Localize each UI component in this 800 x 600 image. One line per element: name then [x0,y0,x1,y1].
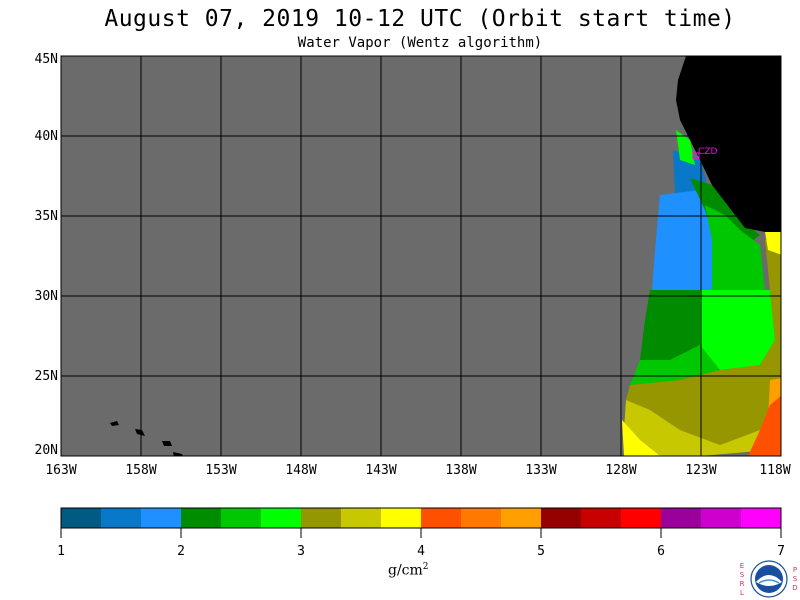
colorbar-swatch [101,508,142,528]
land-mass [676,56,781,232]
swath-band-olive-east [760,240,781,380]
lat-label-45n: 45N [34,52,58,67]
colorbar-swatch [541,508,582,528]
island-oahu [135,429,145,436]
colorbar-swatch [381,508,422,528]
swath-band-green-south [630,345,720,385]
island-hawaii [173,452,183,456]
colorbar-tick-1: 1 [57,544,65,559]
lon-label-143w: 143W [365,463,397,478]
swath-band-yellow-dark [624,400,770,456]
station-label: CZD [698,147,718,157]
colorbar-swatch [461,508,502,528]
lon-label-163w: 163W [45,463,77,478]
logo-letter-r: R [739,580,745,588]
colorbar-swatch [501,508,542,528]
colorbar-tick-5: 5 [537,544,545,559]
swath-band-yellow-east [765,232,781,255]
colorbar-swatch [181,508,222,528]
station-marker-icon [692,152,700,160]
lon-label-148w: 148W [285,463,317,478]
colorbar-swatch [621,508,662,528]
colorbar-tick-4: 4 [417,544,425,559]
colorbar-swatch [341,508,382,528]
lat-label-40n: 40N [34,129,58,144]
colorbar-swatch [221,508,262,528]
colorbar-swatch [261,508,302,528]
swath-band-green-mid [640,290,700,360]
colorbar-swatch [581,508,622,528]
map-title: August 07, 2019 10-12 UTC (Orbit start t… [104,6,736,32]
swath-band-red-orange [748,395,781,456]
lat-label-35n: 35N [34,209,58,224]
colorbar-tick-6: 6 [657,544,665,559]
colorbar-tick-3: 3 [297,544,305,559]
lon-label-138w: 138W [445,463,477,478]
island-kauai [110,421,119,426]
swath-band-green [705,205,765,290]
colorbar-tick-7: 7 [777,544,785,559]
colorbar-swatch [421,508,462,528]
map-frame [60,55,782,457]
lon-label-158w: 158W [125,463,157,478]
colorbar-tick-2: 2 [177,544,185,559]
logo-letter-p: P [792,566,798,574]
colorbar-units: g/cm2 [388,562,429,579]
logo-letter-s2: S [792,575,798,583]
logo-letter-d: D [792,584,798,592]
colorbar-swatch [301,508,342,528]
colorbar-swatch [701,508,742,528]
swath-band-green-light-coast [676,130,695,165]
lat-label-30n: 30N [34,289,58,304]
lon-label-133w: 133W [525,463,557,478]
swath-band-blue [652,190,712,290]
map-subtitle: Water Vapor (Wentz algorithm) [297,35,543,51]
noaa-logo-icon [750,560,788,598]
swath-band-olive [626,365,781,445]
swath-band-yellow [622,420,660,456]
graticule [61,56,781,456]
colorbar-swatch [61,508,102,528]
lon-label-153w: 153W [205,463,237,478]
swath-band-green-bright [700,290,775,370]
logo-letter-l: L [740,589,744,597]
logo-letter-e: E [739,562,745,570]
colorbar-swatch [741,508,782,528]
logo-letter-s: S [739,571,745,579]
colorbar-swatch [661,508,702,528]
units-base: g/cm [388,562,423,579]
lat-label-20n: 20N [34,443,58,458]
lat-label-25n: 25N [34,369,58,384]
lon-label-118w: 118W [759,463,791,478]
colorbar-ticks [60,528,782,538]
island-maui [162,441,172,446]
lon-label-123w: 123W [685,463,717,478]
lon-label-128w: 128W [605,463,637,478]
units-exponent: 2 [422,562,429,572]
colorbar-swatch [141,508,182,528]
colorbar [61,508,782,528]
